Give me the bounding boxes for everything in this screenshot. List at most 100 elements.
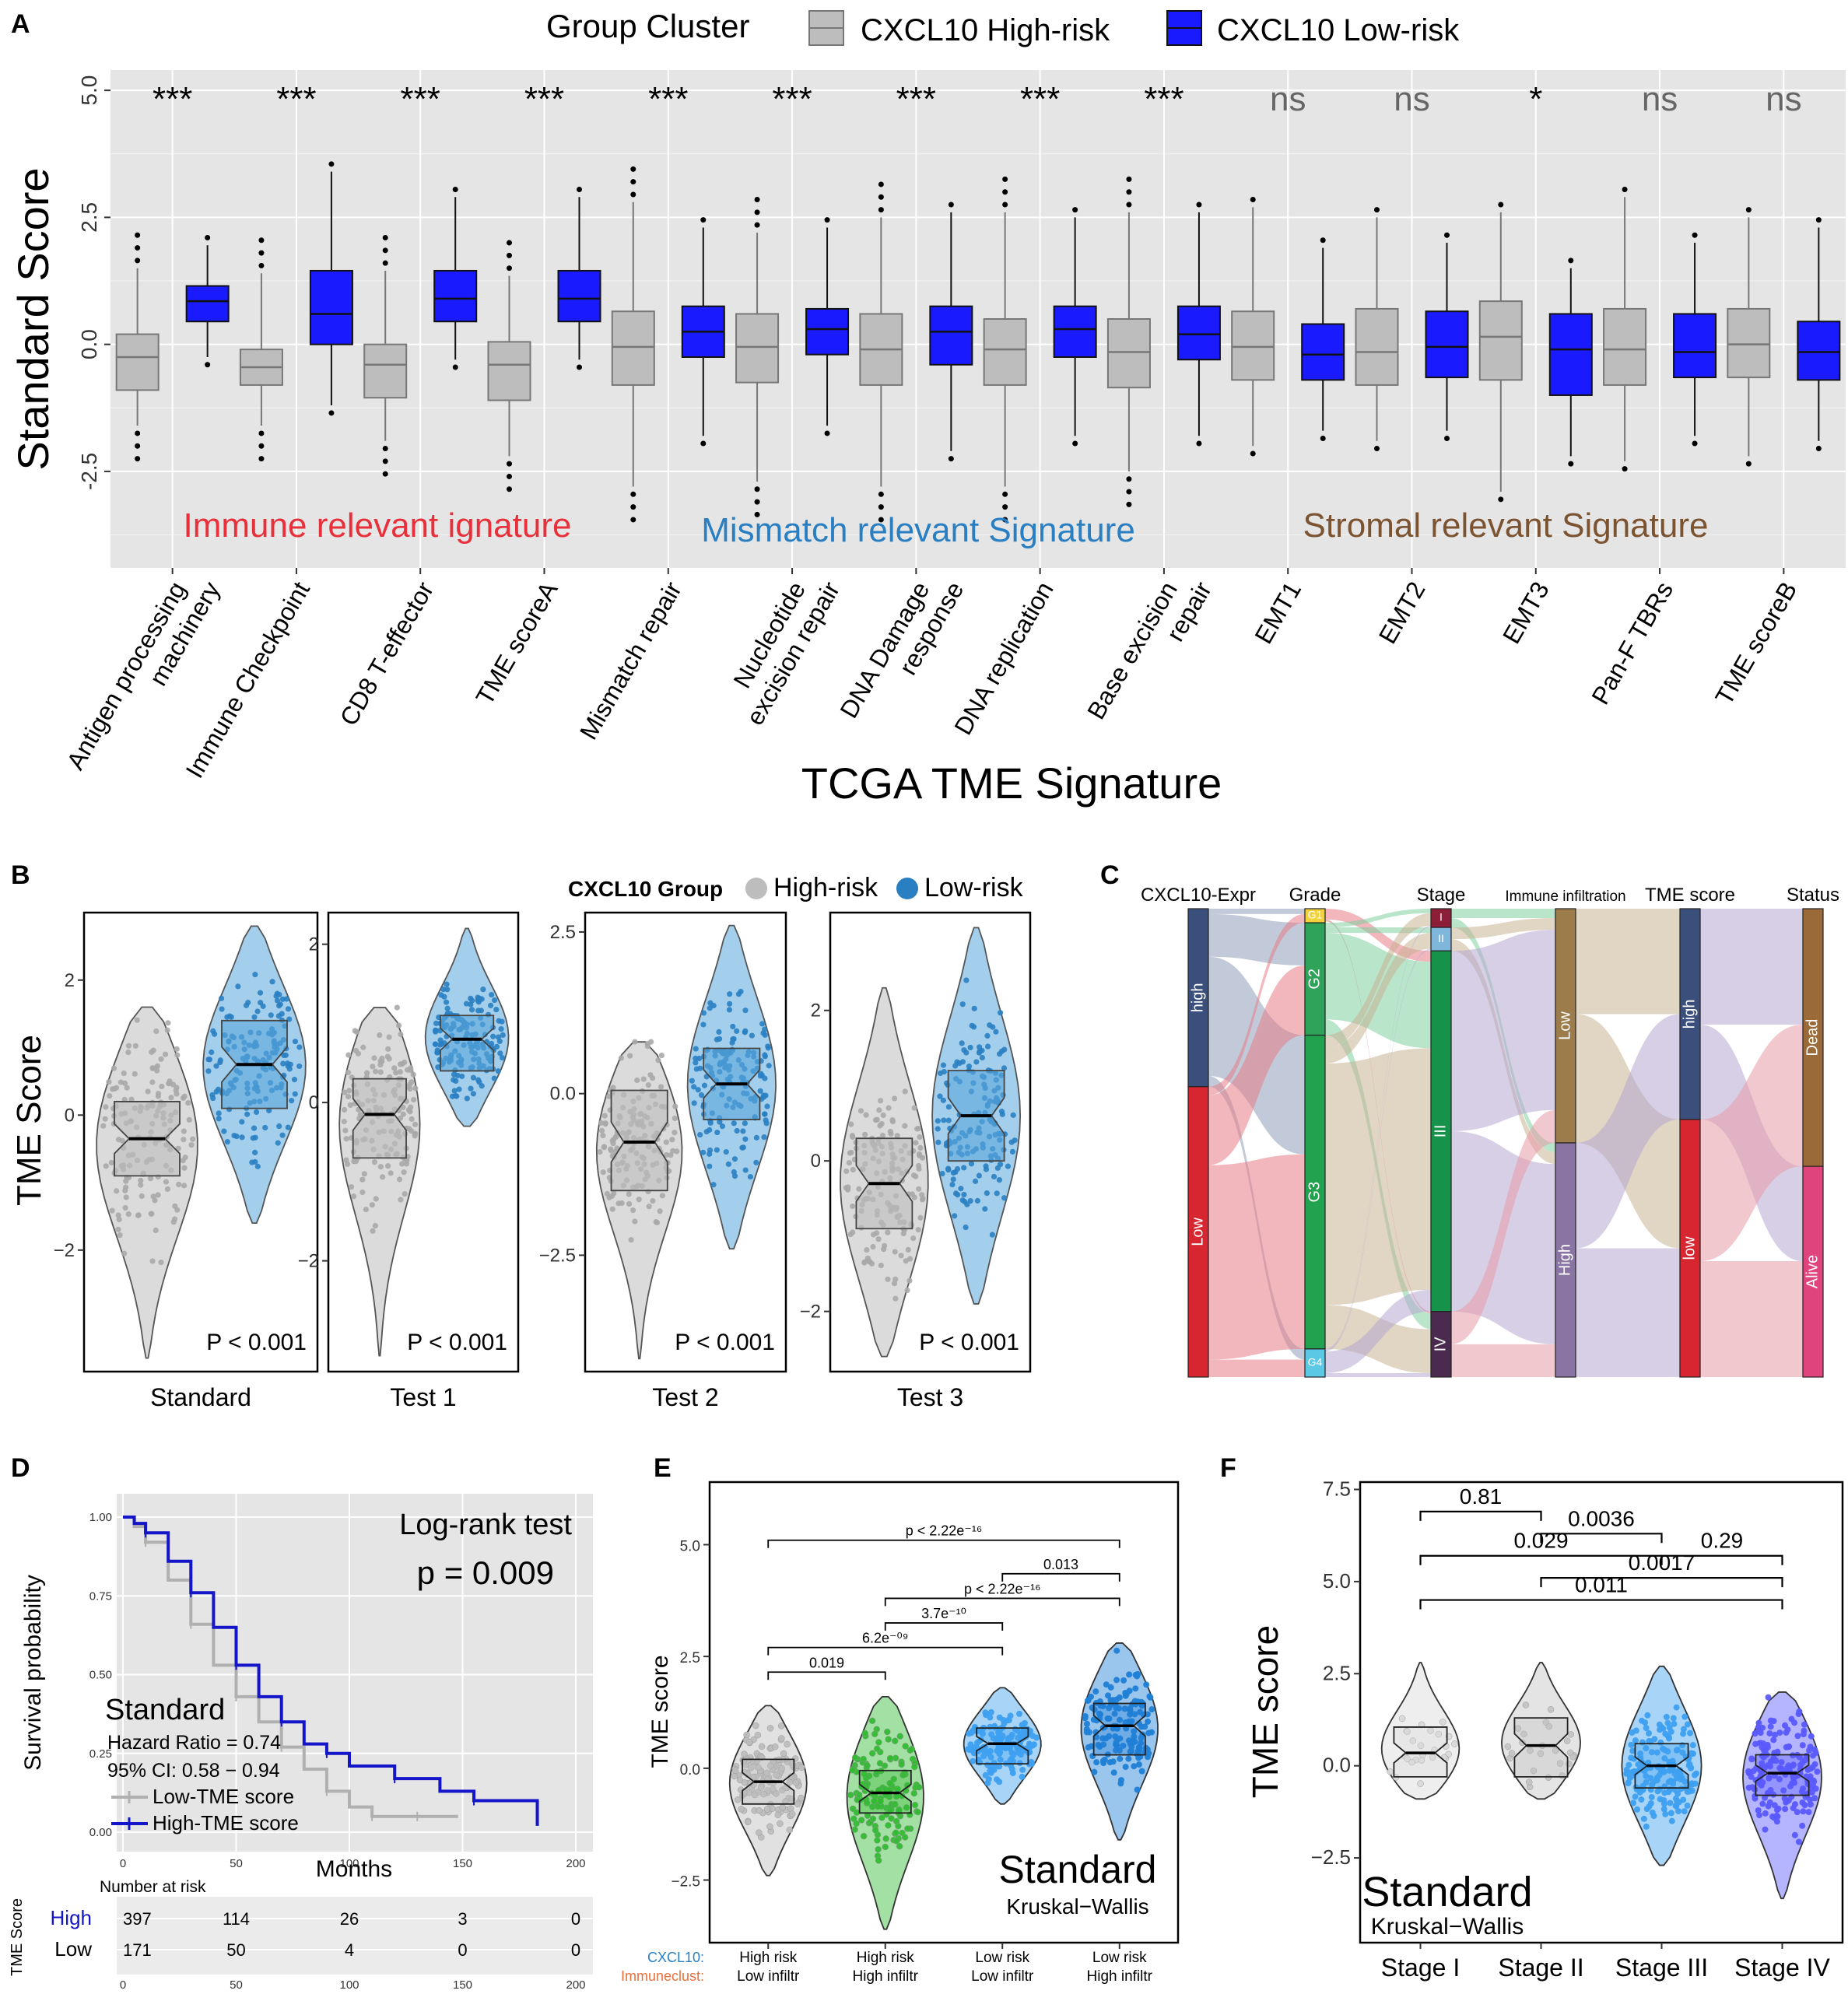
y-tick-label: −2 bbox=[800, 1302, 821, 1323]
outlier-point bbox=[507, 240, 512, 246]
data-point bbox=[724, 1149, 729, 1155]
data-point bbox=[861, 1756, 867, 1762]
data-point bbox=[1033, 1735, 1040, 1741]
data-point bbox=[165, 1020, 170, 1025]
outlier-point bbox=[755, 223, 760, 228]
data-point bbox=[885, 1230, 890, 1235]
box bbox=[1302, 324, 1344, 380]
data-point bbox=[597, 1149, 602, 1155]
data-point bbox=[762, 1111, 767, 1116]
test-label: Kruskal−Wallis bbox=[1006, 1894, 1148, 1919]
data-point bbox=[1646, 1803, 1652, 1810]
panel-letter: E bbox=[654, 1453, 672, 1483]
data-point bbox=[961, 1165, 966, 1170]
data-point bbox=[402, 1169, 407, 1175]
data-point bbox=[370, 1064, 375, 1069]
data-point bbox=[349, 1184, 354, 1190]
data-point bbox=[1418, 1781, 1424, 1787]
x-tick-label: Base excision bbox=[1082, 577, 1183, 724]
comparison-label: 0.029 bbox=[1513, 1529, 1568, 1553]
test-title: Log-rank test bbox=[399, 1509, 572, 1541]
data-point bbox=[1009, 1140, 1015, 1145]
data-point bbox=[216, 1110, 222, 1116]
y-tick-label: 1.00 bbox=[89, 1511, 112, 1524]
data-point bbox=[697, 1066, 703, 1071]
data-point bbox=[744, 1732, 750, 1738]
data-point bbox=[489, 992, 494, 997]
outlier-point bbox=[1002, 202, 1008, 208]
data-point bbox=[603, 1120, 608, 1126]
outlier-point bbox=[1444, 233, 1450, 238]
data-point bbox=[601, 1144, 607, 1150]
data-point bbox=[163, 1179, 169, 1184]
y-tick-label: 0.0 bbox=[680, 1762, 700, 1778]
data-point bbox=[1796, 1708, 1802, 1715]
box bbox=[806, 309, 848, 355]
y-tick-label: −2.5 bbox=[539, 1245, 576, 1266]
outlier-point bbox=[135, 430, 140, 436]
axis-label: Grade bbox=[1289, 885, 1341, 906]
data-point bbox=[700, 1022, 706, 1027]
data-point bbox=[103, 1116, 108, 1122]
data-point bbox=[1671, 1721, 1677, 1727]
data-point bbox=[904, 1826, 910, 1832]
significance-label: ns bbox=[1394, 80, 1429, 118]
data-point bbox=[231, 1133, 237, 1138]
x-axis-title: Months bbox=[316, 1856, 392, 1882]
data-point bbox=[862, 1730, 868, 1736]
outlier-point bbox=[135, 258, 140, 263]
data-point bbox=[475, 1008, 481, 1013]
data-point bbox=[647, 1072, 653, 1078]
data-point bbox=[756, 1830, 762, 1836]
data-point bbox=[735, 1796, 741, 1803]
data-point bbox=[249, 1159, 254, 1165]
x-tick-label: 200 bbox=[566, 1978, 585, 1992]
data-point bbox=[398, 1197, 403, 1202]
comparison-label: p < 2.22e⁻¹⁶ bbox=[906, 1523, 982, 1539]
data-point bbox=[132, 1071, 138, 1077]
data-point bbox=[990, 1232, 995, 1237]
stratum-label: Dead bbox=[1804, 1019, 1821, 1057]
data-point bbox=[854, 1821, 860, 1827]
data-point bbox=[123, 1185, 128, 1190]
data-point bbox=[691, 1084, 696, 1089]
alluvial-flow bbox=[1700, 1261, 1803, 1377]
data-point bbox=[610, 1085, 615, 1090]
confidence-interval: 95% CI: 0.58 − 0.94 bbox=[107, 1760, 280, 1782]
data-point bbox=[911, 1764, 917, 1770]
data-point bbox=[284, 996, 289, 1001]
data-point bbox=[735, 1128, 740, 1134]
outlier-point bbox=[507, 486, 512, 492]
stratum-label: I bbox=[1439, 911, 1443, 923]
data-point bbox=[627, 1053, 633, 1059]
data-point bbox=[115, 1227, 121, 1232]
data-point bbox=[861, 1833, 867, 1839]
outlier-point bbox=[1692, 233, 1698, 238]
figure: A-2.50.02.55.0Standard Score***Antigen p… bbox=[0, 0, 1848, 1994]
outlier-point bbox=[949, 456, 954, 461]
data-point bbox=[742, 1029, 748, 1034]
comparison-label: 0.013 bbox=[1043, 1557, 1078, 1572]
data-point bbox=[892, 1277, 898, 1282]
data-point bbox=[892, 1738, 898, 1744]
data-point bbox=[938, 1071, 943, 1076]
risk-value: 4 bbox=[345, 1940, 354, 1960]
y-tick-label: 2.5 bbox=[77, 202, 101, 233]
data-point bbox=[887, 1755, 893, 1761]
outlier-point bbox=[1002, 189, 1008, 194]
data-point bbox=[912, 1802, 918, 1808]
data-point bbox=[850, 1167, 856, 1172]
data-point bbox=[959, 1040, 965, 1046]
data-point bbox=[444, 1000, 449, 1005]
data-point bbox=[917, 1134, 922, 1140]
p-value-label: P < 0.001 bbox=[407, 1330, 507, 1355]
data-point bbox=[884, 1729, 890, 1735]
comparison-label: 0.81 bbox=[1460, 1484, 1503, 1509]
risk-row-label: Low bbox=[54, 1937, 92, 1961]
data-point bbox=[1664, 1714, 1670, 1720]
x-tick-label: Low risk bbox=[975, 1950, 1029, 1966]
data-point bbox=[377, 1032, 382, 1038]
outlier-point bbox=[825, 217, 830, 223]
data-point bbox=[126, 1043, 131, 1049]
data-point bbox=[412, 1133, 418, 1138]
